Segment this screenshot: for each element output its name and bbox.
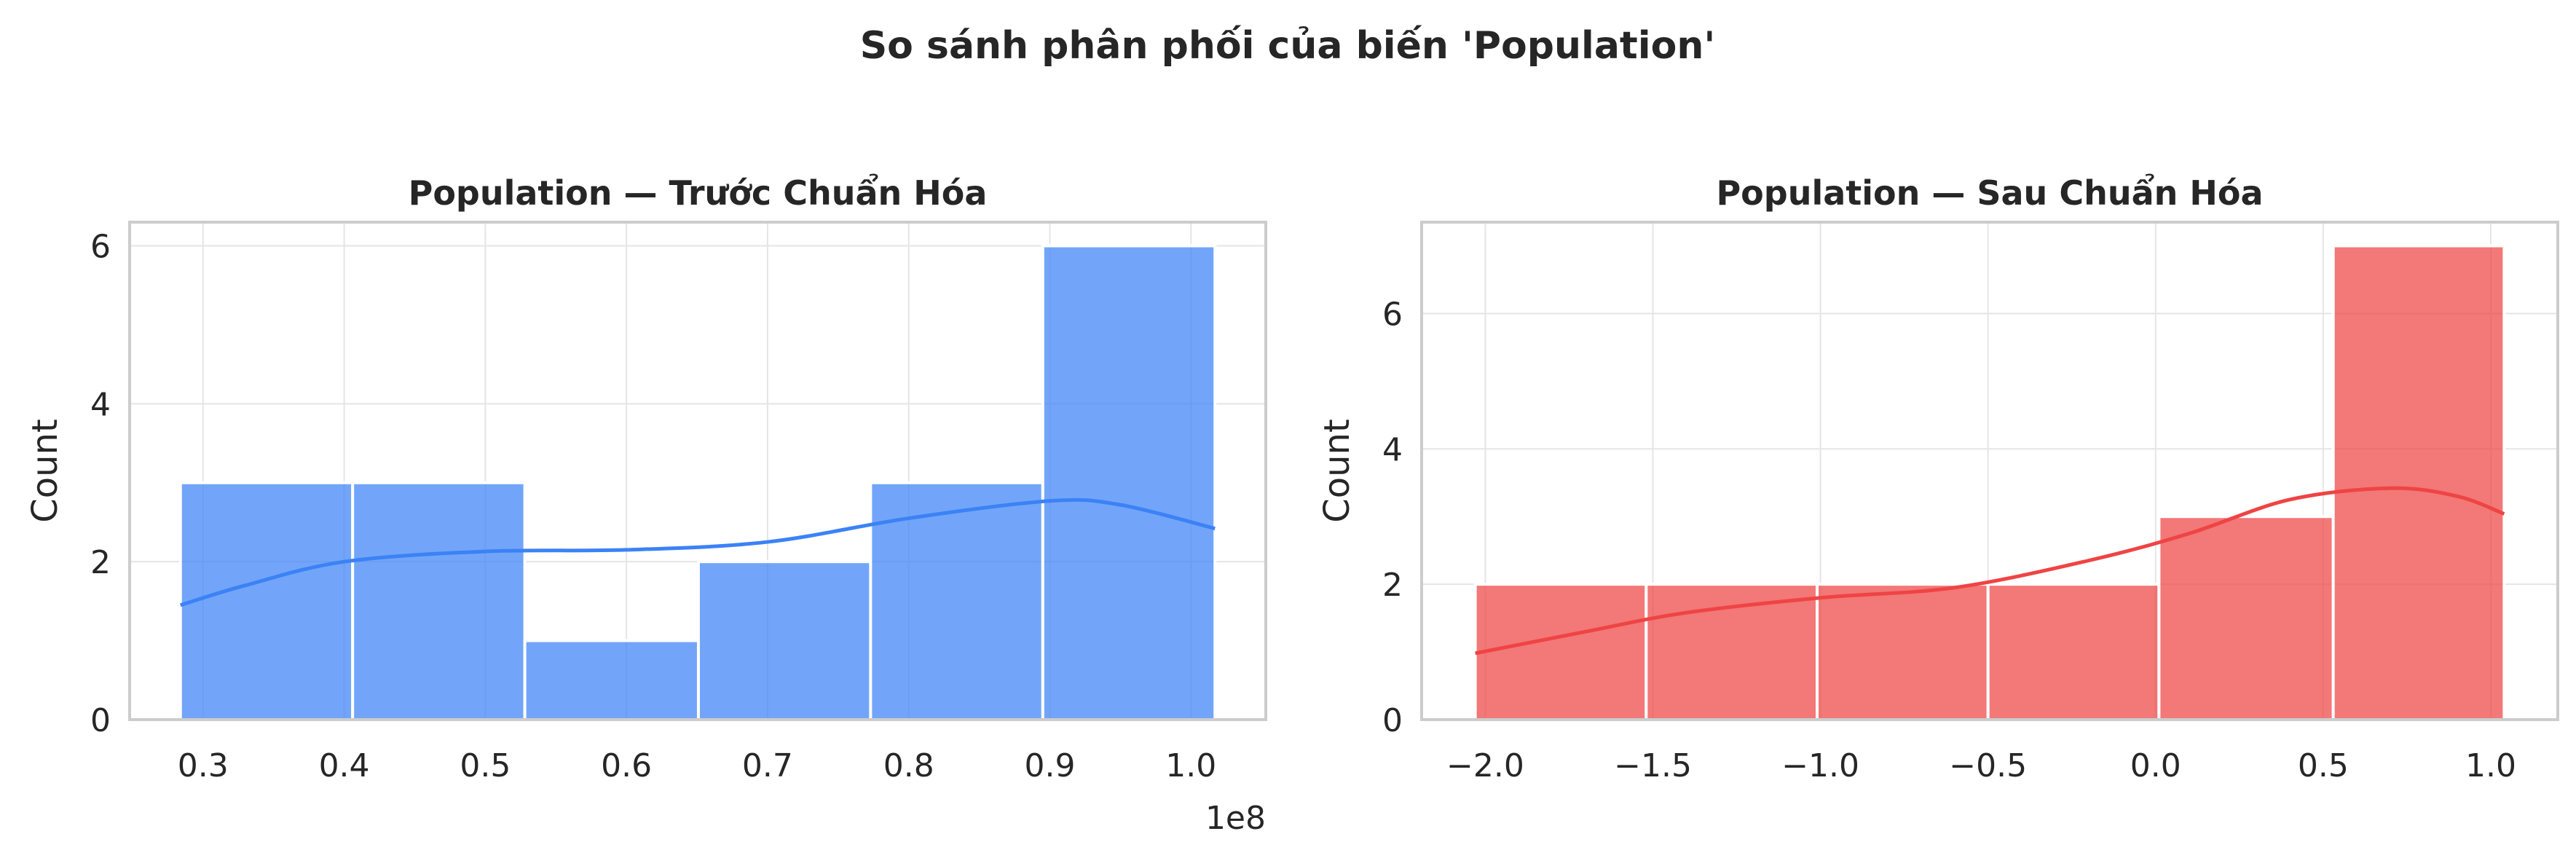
histogram-panel-before: Population — Trước Chuẩn Hóa 0.3 0.4 0.5 0.6… (25, 173, 1267, 837)
histogram-bar (1816, 583, 1990, 721)
histogram-bar (523, 639, 700, 721)
histogram-bar (1473, 583, 1648, 721)
axes-frame (1420, 221, 2559, 721)
x-tick-label: 0.4 (319, 747, 370, 784)
kde-curve (180, 497, 1216, 607)
y-tick-label: 6 (90, 229, 111, 266)
x-tick-label: −0.5 (1949, 747, 2027, 784)
chart-title: Population — Sau Chuẩn Hóa (1716, 173, 2263, 213)
histogram-bar (696, 560, 873, 722)
histogram-bar (1645, 583, 1819, 721)
histogram-bar (1041, 244, 1217, 721)
figure-suptitle: So sánh phân phối của biến 'Population' (860, 24, 1716, 68)
x-tick-label: 0.9 (1025, 747, 1076, 784)
chart-title: Population — Trước Chuẩn Hóa (409, 173, 988, 213)
x-tick-label: 0.5 (2298, 747, 2349, 784)
axes-frame (128, 221, 1267, 721)
x-tick-label: 0.7 (742, 747, 793, 784)
y-tick-label: 0 (90, 702, 111, 739)
x-tick-label: 0.8 (883, 747, 934, 784)
kde-curve (1475, 486, 2505, 656)
y-tick-label: 2 (1382, 567, 1403, 604)
y-tick-label: 6 (1382, 296, 1403, 333)
x-tick-label: 1.0 (1165, 747, 1216, 784)
x-tick-label: −1.5 (1614, 747, 1692, 784)
x-tick-label: −1.0 (1781, 747, 1859, 784)
y-tick-label: 4 (90, 386, 111, 423)
x-tick-label: 0.0 (2130, 747, 2181, 784)
histogram-bar (351, 481, 527, 721)
y-axis-label: Count (25, 419, 66, 523)
x-tick-label: 1.0 (2465, 747, 2516, 784)
y-tick-label: 0 (1382, 702, 1403, 739)
y-axis-label: Count (1317, 419, 1358, 523)
histogram-bar (178, 481, 355, 721)
histogram-panel-after: Population — Sau Chuẩn Hóa −2.0 −1.5 −1.0 −0… (1317, 173, 2559, 784)
histogram-bar (869, 481, 1044, 721)
histogram-bar (2331, 244, 2506, 721)
y-tick-label: 2 (90, 544, 111, 581)
x-tick-label: −2.0 (1446, 747, 1524, 784)
x-offset-label: 1e8 (1205, 800, 1266, 837)
histogram-bar (2157, 515, 2335, 721)
histogram-bar (1986, 583, 2161, 721)
y-tick-label: 4 (1382, 431, 1403, 468)
x-tick-label: 0.5 (460, 747, 511, 784)
x-tick-label: 0.3 (178, 747, 229, 784)
x-tick-label: 0.6 (601, 747, 652, 784)
